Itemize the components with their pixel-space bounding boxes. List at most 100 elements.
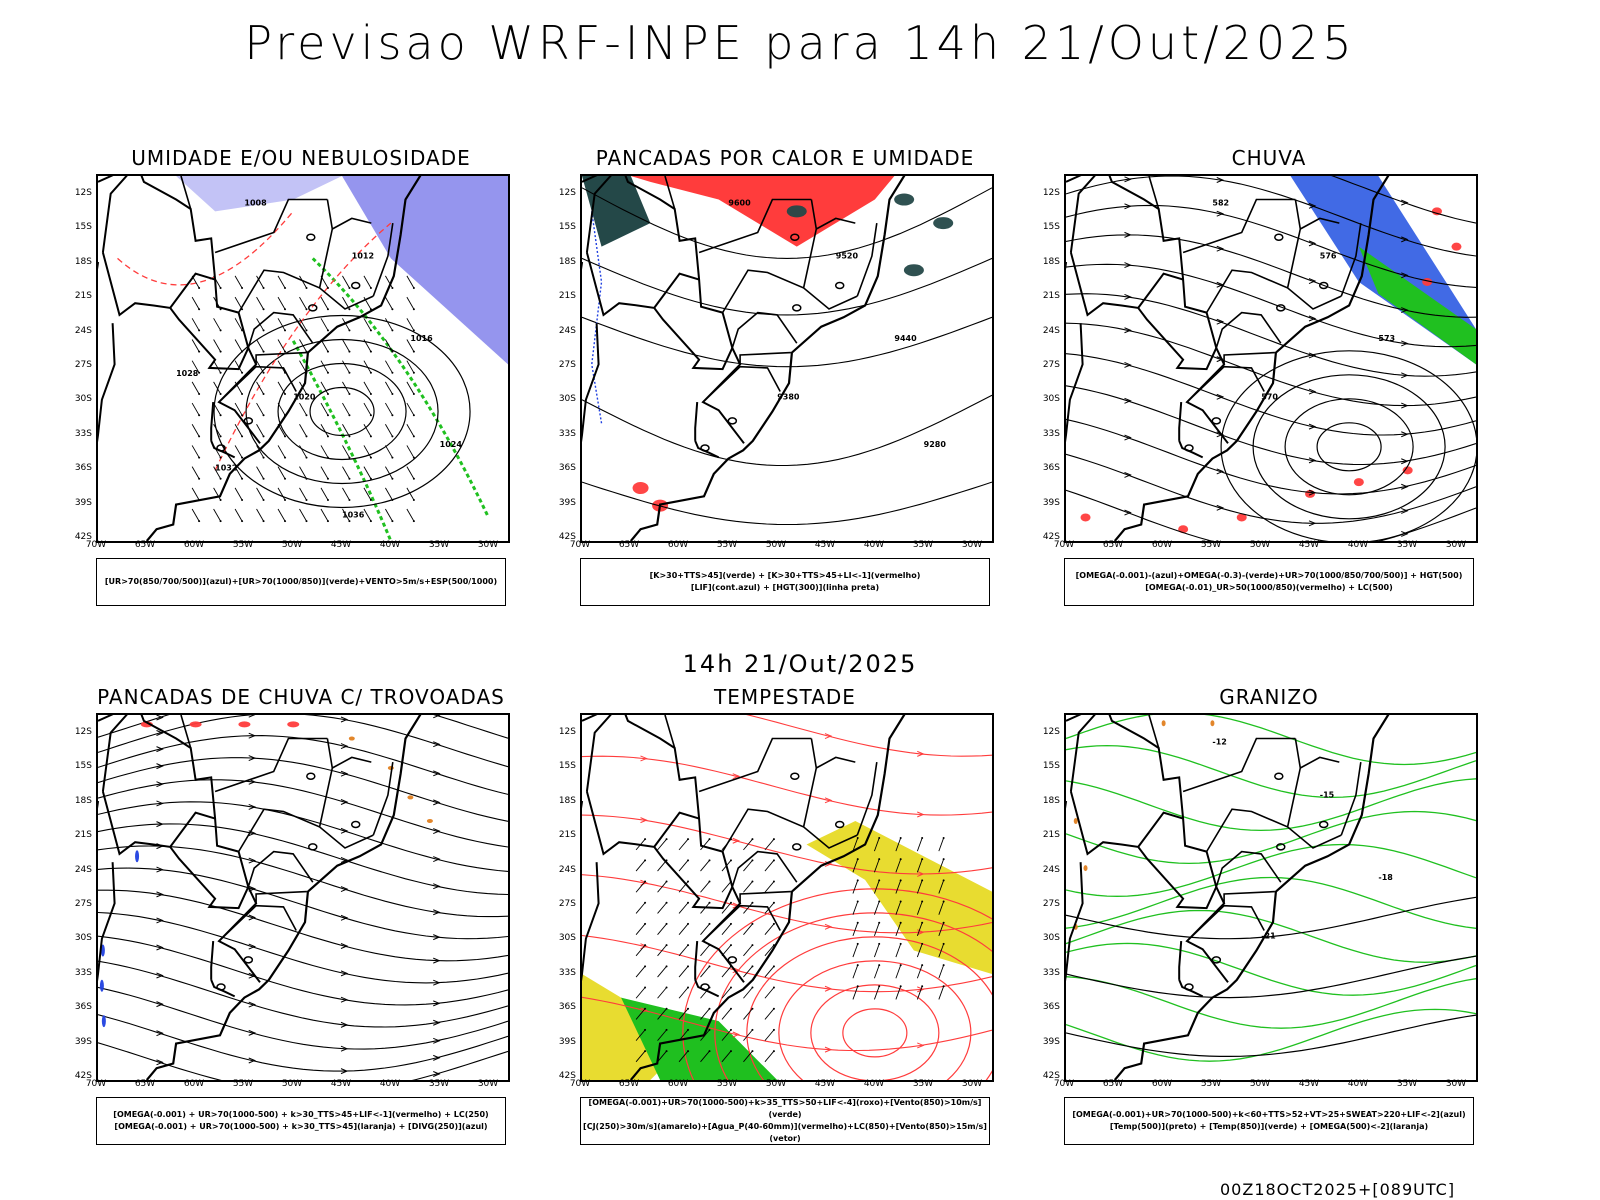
legend-line: [OMEGA(-0.01)_UR>50(1000/850)(vermelho) … (1145, 583, 1393, 592)
lat-tick-label: 24S (1042, 325, 1060, 336)
lon-tick-label: 60W (183, 1079, 205, 1089)
lon-tick-label: 40W (379, 1079, 401, 1089)
lat-tick-label: 21S (1042, 830, 1060, 841)
contour-label: -15 (1320, 790, 1335, 799)
lat-tick-label: 12S (558, 188, 576, 198)
lat-tick-label: 12S (1042, 188, 1060, 198)
legend-line: [OMEGA(-0.001)-(azul)+OMEGA(-0.3)-(verde… (1075, 571, 1463, 580)
lat-tick-label: 18S (1042, 256, 1060, 267)
lon-tick-label: 40W (1347, 540, 1369, 550)
lat-tick-label: 18S (558, 795, 576, 806)
contour-label: 9440 (894, 334, 917, 343)
lon-tick-label: 70W (85, 540, 107, 550)
lat-tick-label: 39S (74, 1036, 92, 1047)
contour-label: 1028 (176, 369, 199, 378)
lat-tick-label: 33S (558, 967, 576, 978)
lat-tick-label: 36S (558, 1002, 576, 1013)
lat-tick-label: 12S (74, 188, 92, 198)
lon-tick-label: 65W (1102, 540, 1124, 550)
lat-tick-label: 30S (74, 933, 92, 944)
lon-tick-label: 65W (134, 540, 156, 550)
map-canvas: 582 576 573 570 (1066, 176, 1476, 541)
lat-tick-label: 27S (74, 899, 92, 909)
lon-tick-label: 60W (1151, 1079, 1173, 1089)
lon-tick-label: 50W (281, 540, 303, 550)
lon-tick-label: 35W (912, 540, 934, 550)
lon-tick-label: 65W (618, 540, 640, 550)
lon-tick-label: 45W (814, 1079, 836, 1089)
lon-tick-label: 30W (1445, 1079, 1467, 1089)
legend-line: [CJ(250)>30m/s](amarelo)+[Agua_P(40-60mm… (583, 1122, 987, 1143)
legend-line: [K>30+TTS>45](verde) + [K>30+TTS>45+LI<-… (649, 571, 921, 580)
lon-tick-label: 50W (281, 1079, 303, 1089)
lon-tick-label: 50W (765, 1079, 787, 1089)
lat-tick-label: 39S (1042, 497, 1060, 508)
panel-legend: [UR>70(850/700/500)](azul)+[UR>70(1000/8… (96, 558, 506, 606)
lon-tick-label: 40W (1347, 1079, 1369, 1089)
forecast-map: 582 576 573 570 (1064, 174, 1478, 543)
contour-label: -18 (1378, 873, 1393, 882)
lat-tick-label: 15S (74, 761, 92, 772)
mid-date-label: 14h 21/Out/2025 (682, 650, 918, 678)
lat-tick-label: 18S (1042, 795, 1060, 806)
contour-label: 570 (1261, 393, 1278, 402)
lat-tick-label: 15S (74, 222, 92, 233)
lon-tick-label: 65W (1102, 1079, 1124, 1089)
lat-tick-label: 42S (1042, 1071, 1060, 1081)
contour-label: 1016 (410, 334, 433, 343)
panel-legend: [OMEGA(-0.001)-(azul)+OMEGA(-0.3)-(verde… (1064, 558, 1474, 606)
lat-tick-label: 15S (558, 761, 576, 772)
lat-tick-label: 33S (558, 428, 576, 439)
forecast-map (96, 713, 510, 1082)
panel-legend: [OMEGA(-0.001) + UR>70(1000-500) + k>30_… (96, 1097, 506, 1145)
lat-tick-label: 33S (74, 428, 92, 439)
panel-title: PANCADAS POR CALOR E UMIDADE (595, 146, 975, 170)
lon-tick-label: 30W (1445, 540, 1467, 550)
lon-tick-label: 65W (618, 1079, 640, 1089)
contour-label: 573 (1378, 334, 1395, 343)
lon-tick-label: 45W (1298, 540, 1320, 550)
lat-tick-label: 39S (74, 497, 92, 508)
forecast-map: 9600 9520 9440 9380 9280 (580, 174, 994, 543)
lon-tick-label: 65W (134, 1079, 156, 1089)
lon-tick-label: 30W (477, 1079, 499, 1089)
lat-tick-label: 36S (1042, 463, 1060, 474)
lat-tick-label: 36S (74, 1002, 92, 1013)
lat-tick-label: 27S (74, 360, 92, 370)
legend-line: [OMEGA(-0.001) + UR>70(1000-500) + k>30_… (114, 1122, 488, 1131)
lat-tick-label: 18S (558, 256, 576, 267)
panel-title: TEMPESTADE (714, 685, 856, 709)
lon-tick-label: 55W (716, 540, 738, 550)
lat-tick-label: 42S (558, 1071, 576, 1081)
lat-tick-label: 24S (74, 325, 92, 336)
lat-tick-label: 39S (558, 1036, 576, 1047)
lon-tick-label: 55W (716, 1079, 738, 1089)
lat-tick-label: 30S (558, 394, 576, 405)
lon-tick-label: 55W (1200, 1079, 1222, 1089)
lat-tick-label: 36S (74, 463, 92, 474)
lat-tick-label: 27S (558, 360, 576, 370)
lat-tick-label: 30S (1042, 933, 1060, 944)
lon-tick-label: 60W (667, 1079, 689, 1089)
lat-tick-label: 12S (558, 727, 576, 737)
map-canvas (582, 715, 992, 1080)
forecast-map (580, 713, 994, 1082)
lon-tick-label: 40W (863, 1079, 885, 1089)
contour-label: 9380 (777, 393, 800, 402)
lat-tick-label: 36S (558, 463, 576, 474)
contour-label: 1008 (244, 198, 267, 207)
contour-label: 1032 (215, 463, 237, 472)
lat-tick-label: 24S (558, 864, 576, 875)
lon-tick-label: 35W (1396, 1079, 1418, 1089)
lon-tick-label: 35W (1396, 540, 1418, 550)
run-timestamp: 00Z18OCT2025+[089UTC] (1220, 1180, 1456, 1199)
lat-tick-label: 39S (558, 497, 576, 508)
lat-tick-label: 33S (1042, 428, 1060, 439)
map-canvas (98, 715, 508, 1080)
lon-tick-label: 60W (1151, 540, 1173, 550)
lon-tick-label: 45W (1298, 1079, 1320, 1089)
lon-tick-label: 50W (1249, 1079, 1271, 1089)
contour-label: 1020 (293, 393, 316, 402)
lat-tick-label: 27S (1042, 899, 1060, 909)
lat-tick-label: 12S (1042, 727, 1060, 737)
